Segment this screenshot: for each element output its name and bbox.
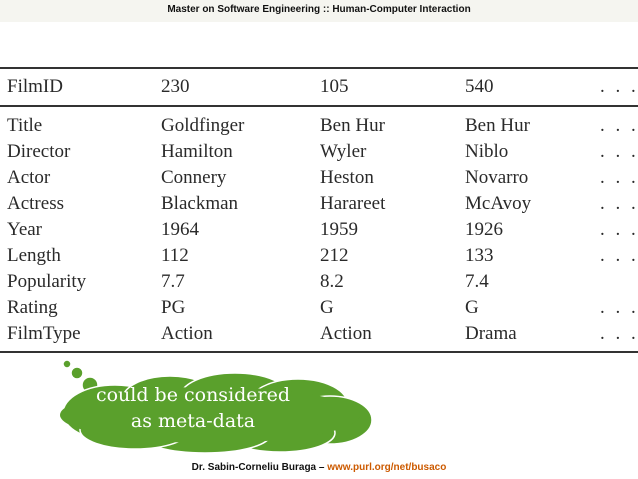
header-cell: 105 [320,76,349,97]
table-cell: Ben Hur [465,115,530,136]
table-cell: Ben Hur [320,115,385,136]
table-top-rule [0,67,638,69]
table-cell: Harareet [320,193,386,214]
row-label: Popularity [7,271,87,292]
table-cell: 133 [465,245,494,266]
table-row: Actor Connery Heston Novarro . . . [0,165,638,191]
table-cell: 8.2 [320,271,344,292]
table-bottom-rule [0,351,638,353]
table-header-rule [0,105,638,107]
table-cell: G [320,297,334,318]
table-cell: . . . [600,193,638,214]
table-row: FilmType Action Action Drama . . . [0,321,638,347]
callout-line: as meta-data [130,410,256,432]
table-cell: Heston [320,167,374,188]
row-label: Director [7,141,71,162]
table-row: Year 1964 1959 1926 . . . [0,217,638,243]
slide-footer: Dr. Sabin-Corneliu Buraga – www.purl.org… [0,462,638,473]
table-row: Popularity 7.7 8.2 7.4 [0,269,638,295]
table-cell: 112 [161,245,189,266]
header-cell: FilmID [7,76,63,97]
table-header-row: FilmID 230 105 540 . . . [0,74,638,100]
table-cell: Blackman [161,193,239,214]
row-label: Year [7,219,43,240]
table-cell: Hamilton [161,141,233,162]
table-cell: Connery [161,167,227,188]
table-cell: 1964 [161,219,199,240]
row-label: Actress [7,193,64,214]
table-cell: Wyler [320,141,367,162]
table-row: Length 112 212 133 . . . [0,243,638,269]
table-cell: 7.7 [161,271,185,292]
row-label: Rating [7,297,58,318]
table-cell: . . . [600,141,638,162]
table-cell: 7.4 [465,271,489,292]
row-label: Title [7,115,43,136]
footer-author: Dr. Sabin-Corneliu Buraga – [191,462,328,473]
table-cell: Goldfinger [161,115,245,136]
table-cell: G [465,297,479,318]
header-cell: . . . [600,76,638,97]
header-bar [0,0,638,22]
cloud-bubble-small [62,359,72,369]
row-label: Actor [7,167,51,188]
table-cell: 212 [320,245,349,266]
table-cell: Drama [465,323,517,344]
header-cell: 540 [465,76,494,97]
table-cell: Niblo [465,141,509,162]
row-label: FilmType [7,323,81,344]
table-cell: 1926 [465,219,503,240]
table-cell: McAvoy [465,193,532,214]
table-cell: Novarro [465,167,529,188]
table-cell: . . . [600,245,638,266]
footer-link[interactable]: www.purl.org/net/busaco [327,462,447,473]
table-cell: . . . [600,323,638,344]
table-row: Actress Blackman Harareet McAvoy . . . [0,191,638,217]
row-label: Length [7,245,61,266]
table-row: Director Hamilton Wyler Niblo . . . [0,139,638,165]
slide-header: Master on Software Engineering :: Human-… [167,4,471,15]
table-cell: PG [161,297,186,318]
table-cell: . . . [600,297,638,318]
thought-cloud [60,359,373,454]
table-row: Rating PG G G . . . [0,295,638,321]
table-cell: . . . [600,219,638,240]
table-cell: Action [320,323,372,344]
callout-text: could be considered as meta-data [78,382,308,434]
header-cell: 230 [161,76,190,97]
footer-bar [0,458,638,479]
table-cell: . . . [600,167,638,188]
callout-line: could be considered [95,384,291,406]
table-row: Title Goldfinger Ben Hur Ben Hur . . . [0,113,638,139]
cloud-shape [60,359,373,454]
table-cell: 1959 [320,219,358,240]
cloud-bubble-medium [70,366,84,380]
table-cell: Action [161,323,213,344]
table-cell: . . . [600,115,638,136]
